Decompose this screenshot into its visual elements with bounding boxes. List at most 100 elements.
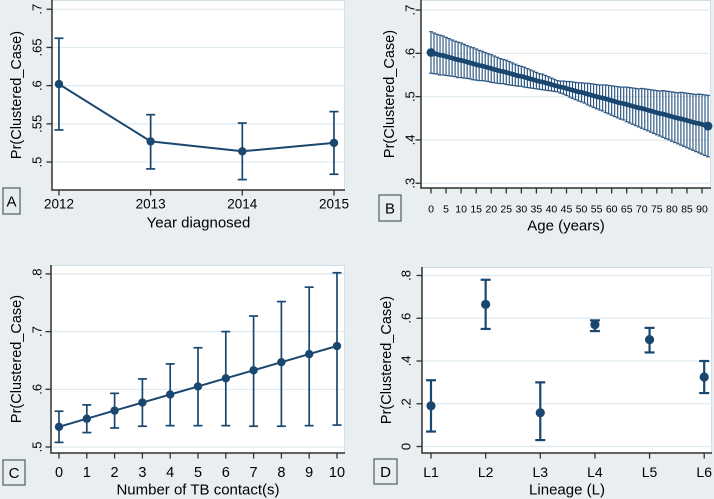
- data-point: [193, 382, 203, 391]
- y-tick-label: .6: [399, 313, 414, 324]
- x-tick-label: 75: [651, 204, 663, 216]
- y-tick-label: .5: [403, 91, 418, 102]
- panel-letter-box-b: [378, 194, 402, 222]
- y-tick-label: .7: [403, 5, 418, 16]
- data-point: [481, 299, 491, 309]
- data-point: [426, 401, 436, 411]
- x-tick-label: 55: [591, 204, 603, 216]
- x-tick-label: 1: [83, 465, 91, 481]
- x-tick-label: 45: [561, 204, 573, 216]
- y-axis-title-d: Pr(Clustered_Case): [379, 296, 395, 424]
- series-line-a: [58, 83, 335, 153]
- panel-letter-b: B: [385, 200, 395, 217]
- y-tick-label: .2: [399, 398, 414, 409]
- plot-frame: [51, 265, 345, 453]
- x-tick-label: 25: [500, 204, 512, 216]
- x-axis-title-c: Number of TB contact(s): [116, 481, 279, 498]
- x-tick-label: 3: [138, 465, 146, 481]
- x-tick-label: 10: [329, 465, 345, 481]
- y-tick-label: .5: [30, 442, 45, 453]
- x-tick-label: L6: [696, 464, 712, 480]
- plot-area-d: [422, 267, 712, 453]
- x-tick-label: 2013: [136, 197, 166, 212]
- data-point: [644, 335, 655, 345]
- y-tick-label: .7: [30, 326, 45, 337]
- x-tick-label: 20: [485, 204, 497, 216]
- data-point: [305, 349, 314, 359]
- x-tick-label: L3: [532, 464, 548, 480]
- data-point: [54, 422, 64, 432]
- y-tick-label: .8: [30, 268, 45, 279]
- y-tick-label: .8: [399, 270, 414, 281]
- y-axis-title-c: Pr(Clustered_Case): [9, 295, 25, 423]
- x-tick-label: 90: [696, 204, 708, 216]
- data-point: [329, 138, 339, 148]
- x-tick-label: 0: [55, 465, 63, 481]
- markers-a: [54, 79, 339, 156]
- y-tick-label: .6: [30, 80, 45, 91]
- x-tick-label: 0: [428, 204, 434, 216]
- x-tick-label: 80: [666, 204, 678, 216]
- y-tick-label: .4: [399, 356, 414, 367]
- x-tick-label: 30: [515, 204, 527, 216]
- y-tick-label: .3: [403, 178, 418, 189]
- markers-d: [426, 299, 709, 418]
- y-tick-label: .6: [403, 48, 418, 59]
- data-point: [332, 341, 342, 351]
- y-axis-title-b: Pr(Clustered_Case): [382, 30, 398, 158]
- x-axis-title-d: Lineage (L): [529, 481, 605, 498]
- data-point: [249, 366, 258, 375]
- data-point: [535, 408, 545, 418]
- x-tick-label: 9: [305, 465, 313, 481]
- panel-letter-a: A: [6, 193, 16, 210]
- x-tick-label: 60: [606, 204, 618, 216]
- panel-c: .5 .6 .7 .8 0 1 2 3 4 5 6 7 8 9 10 Number of TB contact…: [2, 265, 345, 498]
- panel-a: .5 .55 .6 .65 .7 2012 2013 2014 2015 Year diagnos…: [2, 0, 349, 231]
- data-point: [590, 320, 600, 330]
- x-tick-label: 2015: [319, 197, 349, 212]
- x-tick-label: L1: [423, 464, 439, 480]
- y-tick-label: .4: [403, 135, 418, 146]
- data-point: [82, 414, 92, 423]
- plot-frame: [52, 0, 345, 190]
- y-axis-title-a: Pr(Clustered_Case): [9, 31, 25, 159]
- panel-letter-box-d: [373, 458, 398, 485]
- plot-area-a: [52, 0, 345, 190]
- plot-frame: [422, 267, 712, 453]
- x-tick-label: 50: [576, 204, 588, 216]
- y-tick-label: .55: [30, 115, 45, 133]
- endpoint-marker: [703, 121, 713, 131]
- data-point: [221, 374, 231, 383]
- x-tick-label: 40: [546, 204, 558, 216]
- x-tick-label: 85: [681, 204, 693, 216]
- x-tick-label: 4: [166, 465, 174, 481]
- x-tick-label: 8: [277, 465, 285, 481]
- y-tick-label: .7: [30, 4, 45, 15]
- data-point: [238, 147, 247, 156]
- panel-letter-box-a: [2, 187, 21, 215]
- x-tick-label: L2: [478, 464, 494, 480]
- x-tick-label: L4: [587, 464, 603, 480]
- x-tick-label: 2012: [44, 197, 74, 212]
- x-tick-label: 65: [621, 204, 633, 216]
- x-tick-label: 2014: [227, 197, 258, 212]
- y-tick-label: .6: [30, 384, 45, 395]
- panel-letter-c: C: [9, 465, 20, 482]
- x-tick-label: 5: [443, 204, 449, 216]
- data-point: [166, 390, 175, 399]
- data-point: [110, 406, 119, 415]
- x-axis-title-b: Age (years): [527, 217, 605, 234]
- data-point: [138, 398, 147, 407]
- markers-c: [54, 341, 342, 432]
- data-point: [699, 372, 709, 382]
- x-tick-label: 6: [222, 465, 230, 481]
- panel-b: .3 .4 .5 .6 .7 0 5 10 15 20 25 30 35 40 45 50 55 60 65 70 75…: [378, 0, 713, 234]
- x-tick-label: 2: [111, 465, 119, 481]
- markers-b: [426, 48, 713, 131]
- x-tick-label: 7: [250, 465, 258, 481]
- x-tick-label: 5: [194, 465, 202, 481]
- data-point: [54, 79, 64, 89]
- x-tick-label: 35: [531, 204, 543, 216]
